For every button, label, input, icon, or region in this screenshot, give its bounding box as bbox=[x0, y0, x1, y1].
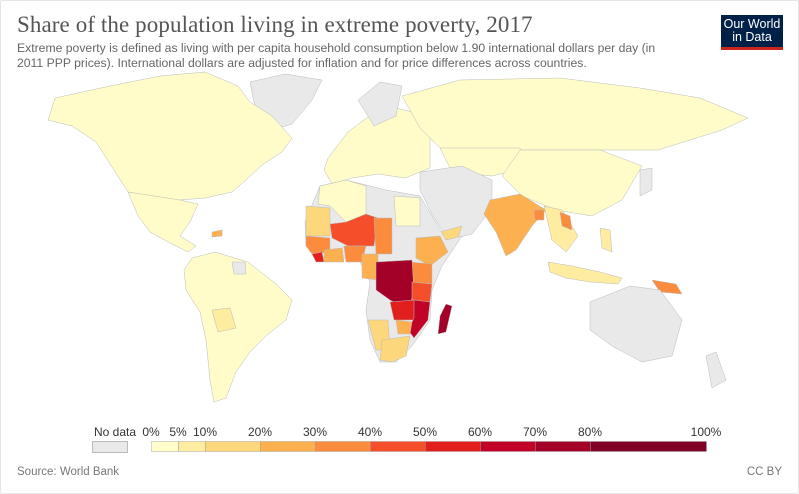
map-region-madagascar[interactable] bbox=[437, 303, 453, 335]
map-region-haiti[interactable] bbox=[211, 229, 223, 238]
legend-no-data-label: No data bbox=[94, 425, 137, 439]
legend-bin-70-80[interactable] bbox=[535, 441, 591, 452]
map-region-russia[interactable] bbox=[401, 77, 749, 151]
map-region-egypt[interactable] bbox=[393, 195, 421, 227]
legend-tick-label: 0% bbox=[142, 425, 160, 439]
map-region-mozambique[interactable] bbox=[407, 299, 431, 339]
legend-tick-label: 50% bbox=[412, 425, 438, 439]
license-text[interactable]: CC BY bbox=[746, 466, 782, 478]
map-region-bolivia[interactable] bbox=[211, 307, 237, 333]
world-map bbox=[47, 71, 749, 403]
legend-bin-60-70[interactable] bbox=[480, 441, 536, 452]
map-region-south-america[interactable] bbox=[183, 251, 293, 403]
legend-bin-80-100[interactable] bbox=[590, 441, 707, 452]
legend-tick-label: 5% bbox=[169, 425, 187, 439]
logo-red-bar bbox=[721, 47, 783, 50]
legend-bin-50-60[interactable] bbox=[425, 441, 481, 452]
map-region-ethiopia[interactable] bbox=[415, 235, 449, 267]
legend-bin-40-50[interactable] bbox=[370, 441, 426, 452]
chart-title: Share of the population living in extrem… bbox=[17, 12, 533, 37]
legend-tick-label: 80% bbox=[577, 425, 603, 439]
map-region-china[interactable] bbox=[501, 149, 643, 217]
map-region-scandinavia[interactable] bbox=[357, 81, 403, 127]
map-region-chad[interactable] bbox=[373, 217, 393, 255]
map-region-philippines[interactable] bbox=[599, 227, 613, 253]
map-region-south-africa[interactable] bbox=[379, 335, 411, 363]
map-region-mexico-central-america[interactable] bbox=[127, 191, 199, 253]
legend-tick-label: 30% bbox=[302, 425, 328, 439]
legend-no-data-swatch bbox=[92, 441, 128, 453]
map-region-mauritania[interactable] bbox=[305, 205, 331, 237]
map-region-north-america[interactable] bbox=[47, 71, 293, 201]
legend-tick-label: 40% bbox=[357, 425, 383, 439]
map-region-india[interactable] bbox=[483, 193, 547, 257]
legend-bin-30-40[interactable] bbox=[315, 441, 371, 452]
map-region-indonesia[interactable] bbox=[547, 261, 623, 285]
map-region-guiana[interactable] bbox=[231, 261, 247, 275]
legend-bin-10-20[interactable] bbox=[205, 441, 261, 452]
map-region-australia[interactable] bbox=[589, 285, 683, 363]
source-text[interactable]: Source: World Bank bbox=[17, 466, 120, 478]
map-region-new-zealand[interactable] bbox=[705, 351, 727, 389]
legend-tick-label: 100% bbox=[690, 425, 722, 439]
logo-line-2: in Data bbox=[732, 30, 772, 44]
map-region-ghana-ivory-coast[interactable] bbox=[323, 247, 345, 263]
map-region-cameroon-gabon[interactable] bbox=[361, 253, 379, 281]
legend-tick-label: 10% bbox=[192, 425, 218, 439]
map-region-bangladesh[interactable] bbox=[533, 209, 545, 221]
owid-logo[interactable]: Our World in Data bbox=[721, 15, 783, 50]
chart-subtitle: Extreme poverty is defined as living wit… bbox=[17, 41, 656, 70]
map-region-southeast-asia[interactable] bbox=[543, 205, 579, 253]
legend-tick-label: 70% bbox=[522, 425, 548, 439]
legend-bin-5-10[interactable] bbox=[178, 441, 206, 452]
legend-tick-label: 20% bbox=[247, 425, 273, 439]
map-region-middle-east[interactable] bbox=[419, 165, 493, 241]
logo-line-1: Our World bbox=[723, 17, 781, 31]
map-region-zambia-malawi[interactable] bbox=[389, 299, 417, 321]
legend-tick-label: 60% bbox=[467, 425, 493, 439]
legend-color-bar bbox=[151, 441, 707, 452]
legend-bin-20-30[interactable] bbox=[260, 441, 316, 452]
map-region-laos[interactable] bbox=[559, 211, 573, 231]
map-region-tanzania[interactable] bbox=[411, 281, 433, 303]
legend-bin-0-5[interactable] bbox=[151, 441, 179, 452]
map-region-sierra-leone-liberia[interactable] bbox=[311, 251, 325, 263]
map-region-zimbabwe[interactable] bbox=[395, 319, 413, 335]
map-region-japan[interactable] bbox=[639, 167, 653, 197]
